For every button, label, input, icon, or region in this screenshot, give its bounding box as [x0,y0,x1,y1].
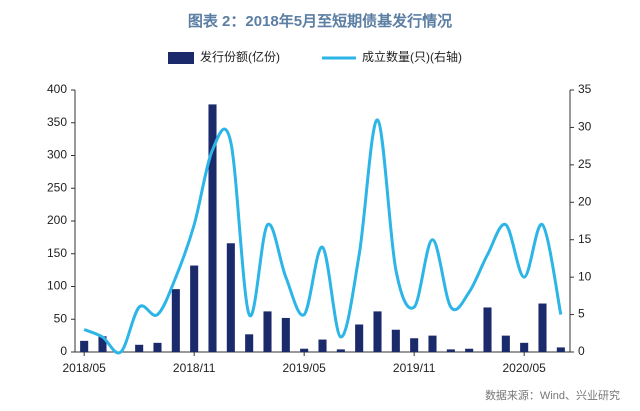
source: 数据来源：Wind、兴业研究 [485,388,620,402]
y-tick-label: 150 [47,246,67,260]
bar [263,311,272,352]
y-tick-label: 0 [60,344,67,358]
bar [355,324,364,352]
x-tick-label: 2018/11 [173,361,216,375]
y2-tick-label: 5 [578,307,585,321]
y-tick-label: 50 [54,311,68,325]
y2-tick-label: 20 [578,194,592,208]
bar [281,317,290,352]
chart-title: 图表 2：2018年5月至短期债基发行情况 [188,12,452,30]
y2-tick-label: 10 [578,269,592,283]
bar [245,334,254,352]
bar [410,338,419,352]
y-tick-label: 200 [47,213,67,227]
x-tick-label: 2020/05 [502,361,546,375]
legend-label: 成立数量(只)(右轴) [362,49,462,64]
x-tick-label: 2019/11 [393,361,436,375]
y2-tick-label: 30 [578,120,592,134]
bar [446,349,455,352]
bar [153,342,162,352]
bar [226,243,235,352]
legend-label: 发行份额(亿份) [200,49,280,64]
y-tick-label: 300 [47,148,67,162]
bar [556,347,565,352]
bar [538,303,547,352]
y2-tick-label: 25 [578,157,592,171]
bar [336,349,345,352]
line [83,118,563,355]
bar [465,348,474,352]
bar [428,335,437,352]
bar [318,339,327,352]
bar [373,311,382,352]
legend-swatch [168,52,194,64]
y-tick-label: 400 [47,82,67,96]
bar [190,265,199,352]
y2-tick-label: 15 [578,232,592,246]
y-tick-label: 350 [47,115,67,129]
y-tick-label: 250 [47,180,67,194]
bar [501,335,510,352]
bar [135,344,144,352]
bar [171,289,180,352]
y2-tick-label: 35 [578,82,592,96]
bar [98,336,107,352]
x-tick-label: 2018/05 [62,361,106,375]
bar [80,340,89,352]
x-tick-label: 2019/05 [282,361,326,375]
y-tick-label: 100 [47,279,67,293]
bar [391,329,400,352]
y2-tick-label: 0 [578,344,585,358]
bar [483,307,492,352]
bar [208,104,217,352]
bar [520,342,529,352]
bar [300,348,309,352]
